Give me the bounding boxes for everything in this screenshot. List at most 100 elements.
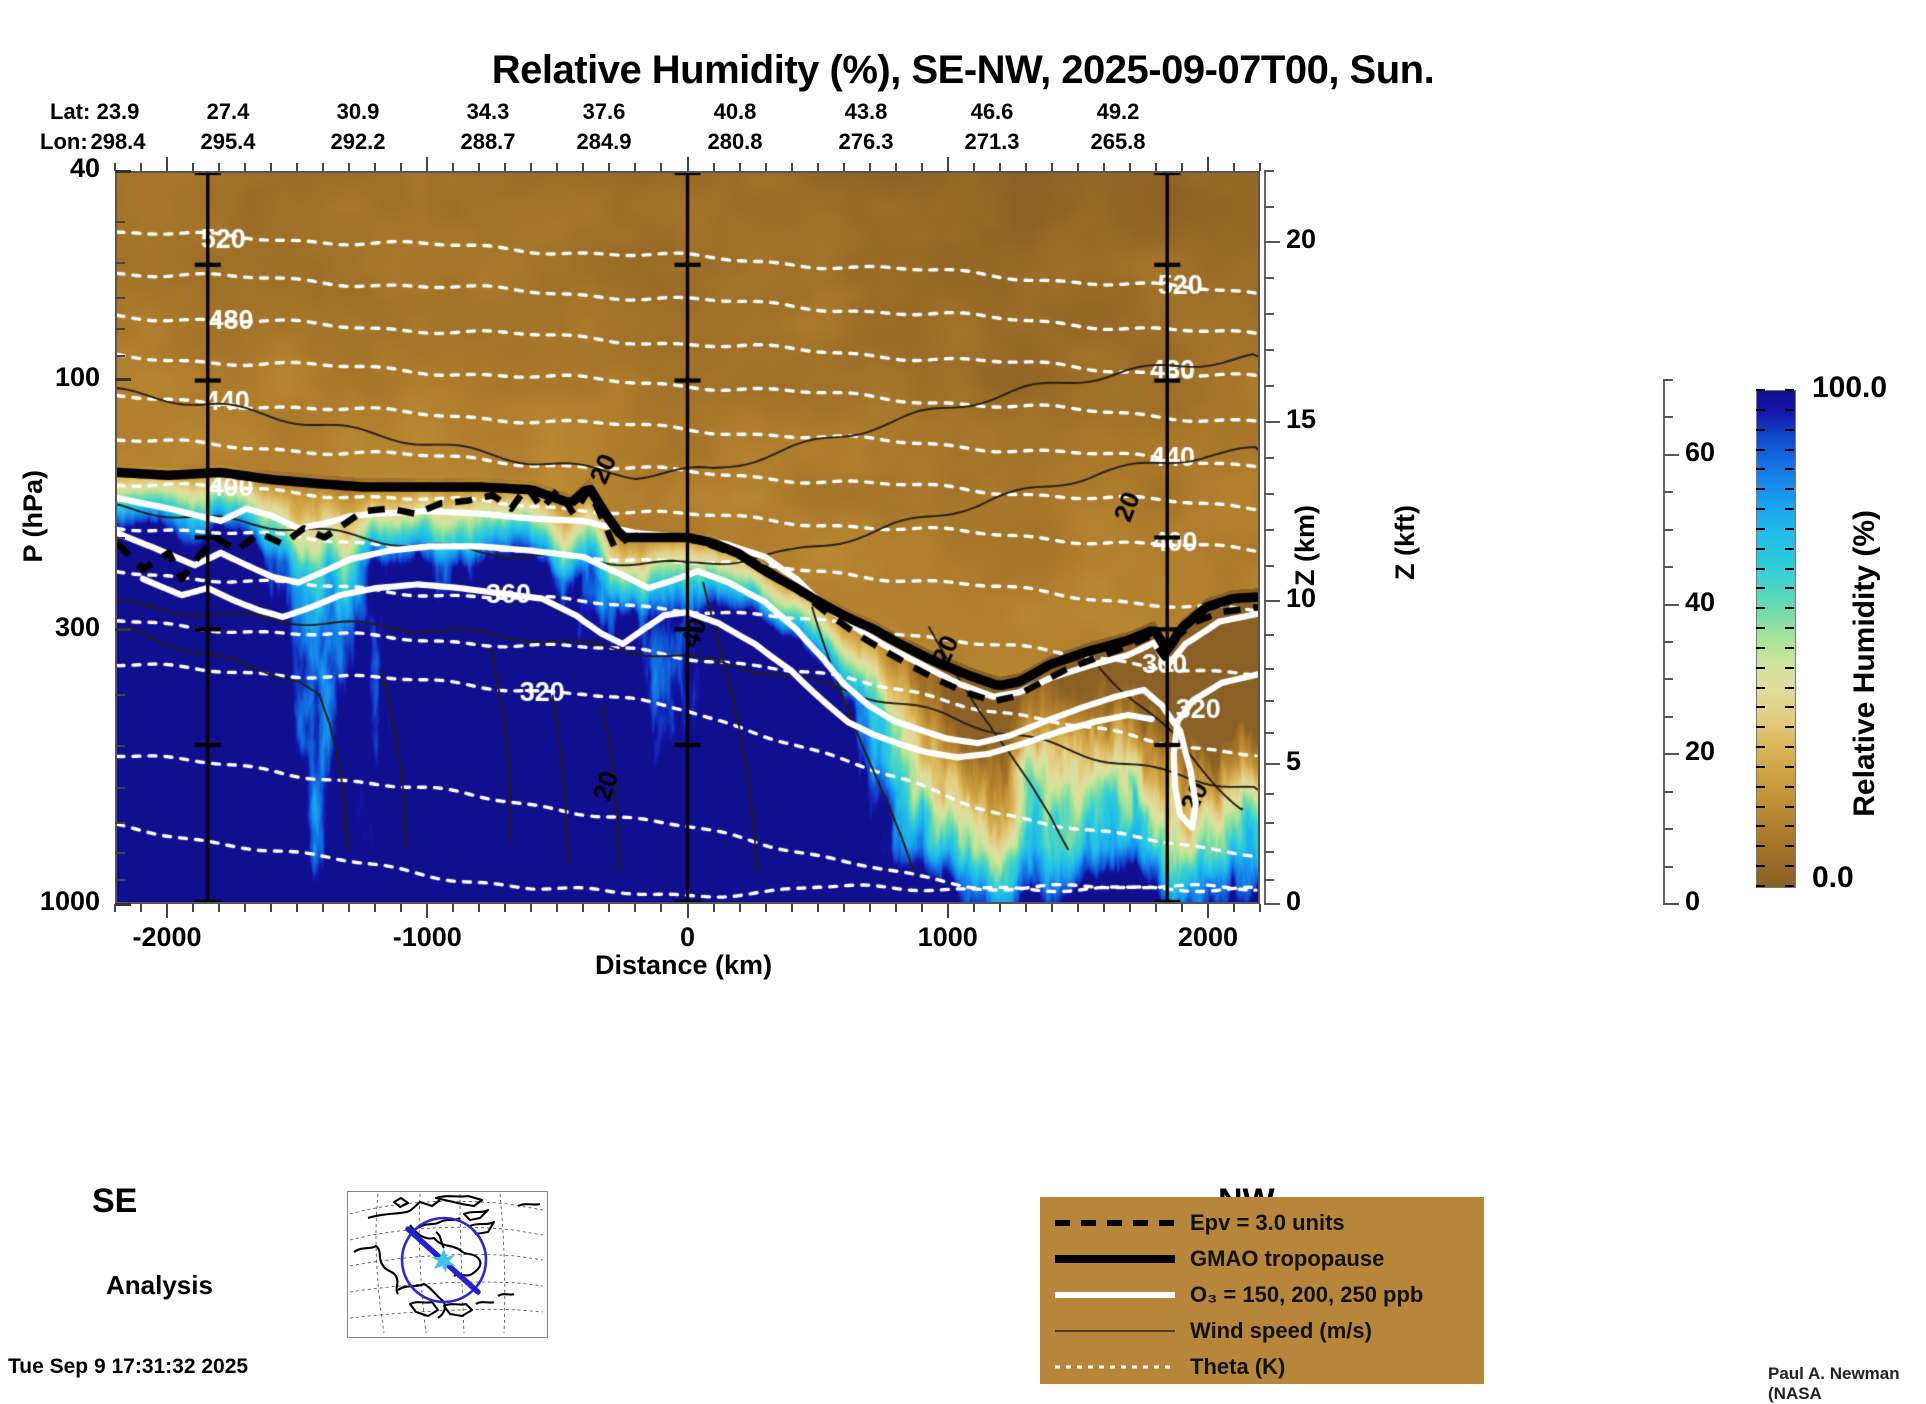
- colorbar-tick: [1756, 726, 1765, 729]
- lat-value: 30.9: [336, 99, 380, 124]
- top-axis-tick: [998, 163, 1001, 171]
- colorbar-min-label: 0.0: [1812, 861, 1854, 894]
- colorbar-tick: [1785, 607, 1794, 610]
- top-axis-tick: [192, 163, 195, 171]
- colorbar-tick: [1785, 428, 1794, 431]
- colorbar-tick: [1756, 706, 1765, 709]
- bottom-axis-tick: [400, 904, 403, 912]
- bottom-axis-tick: [530, 904, 533, 912]
- colorbar-tick: [1756, 845, 1765, 848]
- bottom-axis-tick: [634, 904, 637, 912]
- lat-row: Lat:: [0, 99, 1400, 127]
- z-km-tick: [1264, 762, 1280, 765]
- bottom-axis-tick: [1024, 904, 1027, 912]
- top-axis-tick: [608, 163, 611, 171]
- z-kft-tick: [1663, 678, 1673, 681]
- bottom-axis-tick: [1102, 904, 1105, 912]
- top-axis-tick: [868, 163, 871, 171]
- legend-item-tropopause: GMAO tropopause: [1040, 1241, 1484, 1277]
- z-kft-tick: [1663, 528, 1673, 531]
- top-axis-tick: [504, 163, 507, 171]
- bottom-axis-tick: [920, 904, 923, 912]
- z-km-tick: [1264, 492, 1274, 495]
- colorbar-tick: [1785, 468, 1794, 471]
- top-axis-tick: [1024, 163, 1027, 171]
- colorbar-tick: [1756, 746, 1765, 749]
- lat-value: 27.4: [206, 99, 250, 124]
- legend-item-wind: Wind speed (m/s): [1040, 1313, 1484, 1349]
- z-kft-tick-label: 40: [1685, 586, 1716, 617]
- colorbar-tick: [1756, 607, 1765, 610]
- z-kft-tick-label: 0: [1685, 886, 1701, 916]
- colorbar-tick: [1785, 646, 1794, 649]
- z-km-tick: [1264, 731, 1274, 734]
- colorbar-tick: [1756, 666, 1765, 669]
- top-axis-tick: [712, 163, 715, 171]
- legend-label-ozone: O₃ = 150, 200, 250 ppb: [1190, 1282, 1424, 1307]
- z-km-axis-title: Z (km): [1290, 505, 1320, 586]
- top-axis-tick: [322, 163, 325, 171]
- left-axis-minor-tick: [115, 694, 125, 697]
- bottom-axis-tick: [1050, 904, 1053, 912]
- left-axis-minor-tick: [115, 852, 125, 855]
- bottom-axis-tick: [582, 904, 585, 912]
- bottom-axis-tick: [1259, 904, 1261, 912]
- z-km-tick: [1264, 667, 1274, 670]
- bottom-axis-tick-label: 1000: [917, 922, 978, 952]
- legend: Epv = 3.0 units GMAO tropopause O₃ = 150…: [1040, 1197, 1484, 1384]
- z-kft-tick-label: 20: [1685, 736, 1716, 767]
- z-km-tick-label: 20: [1286, 224, 1317, 255]
- lat-value: 46.6: [970, 99, 1014, 124]
- colorbar-tick: [1785, 765, 1794, 768]
- bottom-axis-tick-label: -2000: [132, 922, 202, 952]
- lat-value: 43.8: [844, 99, 888, 124]
- colorbar-tick: [1756, 428, 1765, 431]
- bottom-axis-tick: [348, 904, 351, 912]
- colorbar-tick: [1785, 488, 1794, 491]
- top-axis-tick: [348, 163, 351, 171]
- top-axis-tick: [972, 163, 975, 171]
- top-axis-tick: [296, 163, 299, 171]
- colorbar-tick: [1756, 646, 1765, 649]
- z-km-tick: [1264, 170, 1274, 172]
- top-axis-tick: [920, 163, 923, 171]
- top-axis-tick: [582, 163, 585, 171]
- range-circle: [400, 1216, 488, 1304]
- left-axis-minor-tick: [115, 745, 125, 748]
- colorbar-tick: [1785, 865, 1794, 868]
- colorbar-tick: [1756, 785, 1765, 788]
- top-axis-tick: [634, 163, 637, 171]
- bottom-axis-tick: [998, 904, 1001, 912]
- analysis-label: Analysis: [106, 1270, 213, 1300]
- colorbar-tick: [1785, 726, 1794, 729]
- lon-value: 288.7: [460, 129, 516, 154]
- top-axis-tick: [816, 163, 819, 171]
- page-title: Relative Humidity (%), SE-NW, 2025-09-07…: [491, 48, 1435, 92]
- lon-value: 292.2: [330, 129, 386, 154]
- bottom-axis-tick: [270, 904, 273, 912]
- colorbar-tick: [1785, 567, 1794, 570]
- z-km-tick: [1264, 313, 1274, 316]
- legend-item-epv: Epv = 3.0 units: [1040, 1205, 1484, 1241]
- left-axis-minor-tick: [115, 327, 125, 330]
- left-axis-tick-label: 40: [69, 153, 100, 183]
- top-axis-tick: [660, 163, 663, 171]
- colorbar: [1756, 390, 1796, 888]
- legend-label-theta: Theta (K): [1190, 1354, 1286, 1379]
- z-km-tick: [1264, 822, 1274, 825]
- lat-value: 23.9: [96, 99, 140, 124]
- left-axis-minor-tick: [115, 786, 125, 789]
- colorbar-max-label: 100.0: [1812, 371, 1888, 404]
- colorbar-tick: [1785, 389, 1794, 391]
- top-axis-tick: [530, 163, 533, 171]
- bottom-axis-tick: [374, 904, 377, 912]
- colorbar-tick: [1785, 686, 1794, 689]
- left-axis-minor-tick: [115, 297, 125, 300]
- thick-white-line-icon: [1040, 1290, 1190, 1300]
- graticule-lines: [349, 1193, 544, 1334]
- z-km-tick: [1264, 792, 1274, 795]
- colorbar-tick: [1785, 746, 1794, 749]
- left-axis-minor-tick: [115, 220, 125, 223]
- relative-humidity-field: [117, 173, 1258, 902]
- coastlines: [353, 1194, 541, 1319]
